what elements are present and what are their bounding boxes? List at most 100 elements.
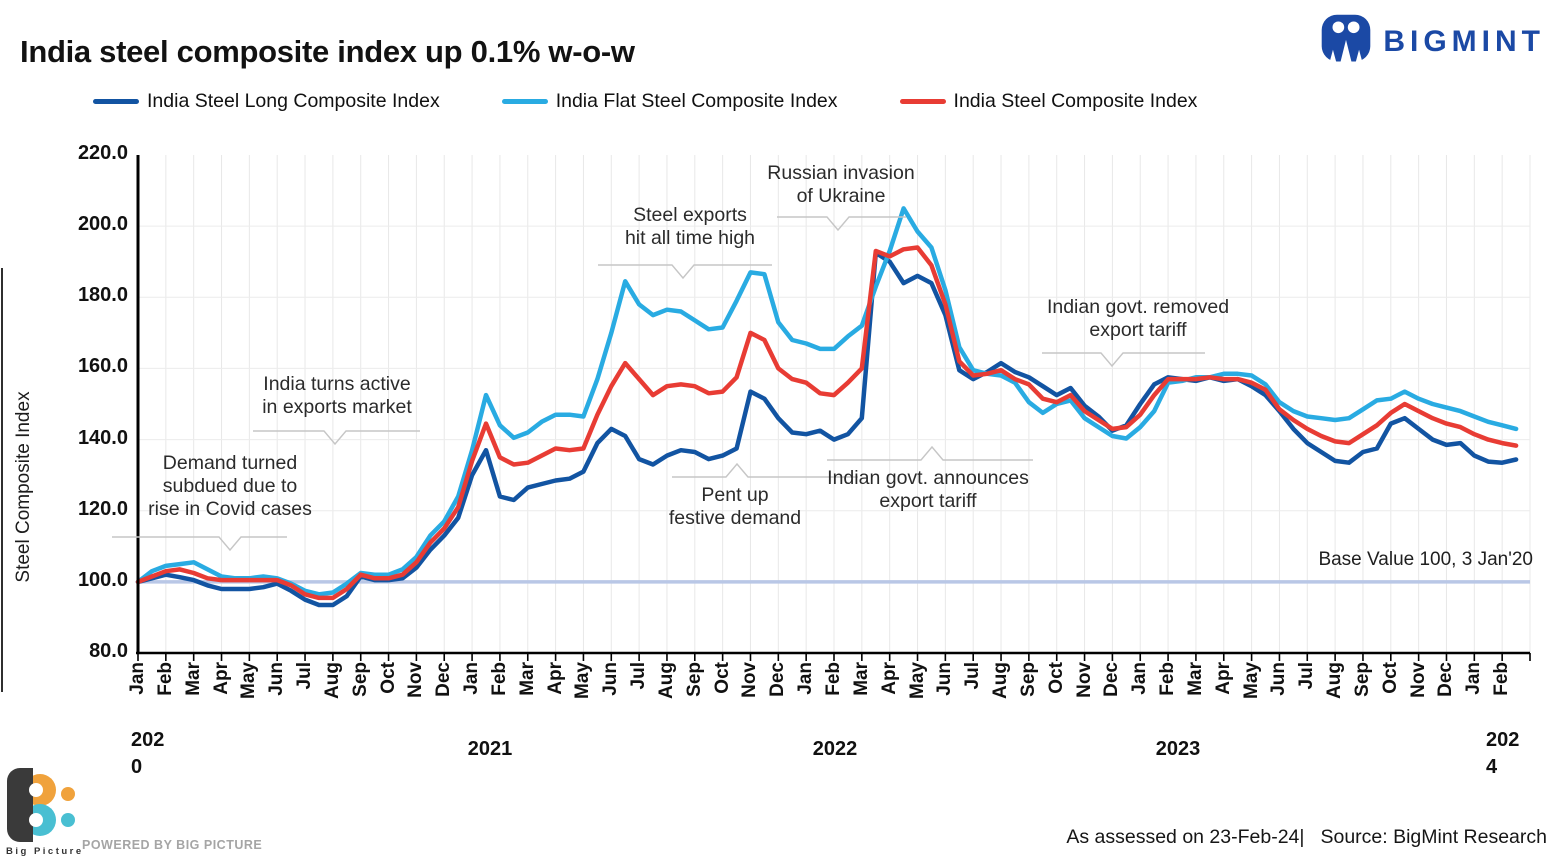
month-label: May xyxy=(1240,662,1262,699)
month-label: Feb xyxy=(154,662,176,696)
annotation-bracket-russia xyxy=(777,216,906,232)
y-tick-label: 120.0 xyxy=(77,497,128,520)
month-label: Jan xyxy=(127,662,148,695)
month-label: Mar xyxy=(1184,662,1206,696)
month-label: Feb xyxy=(823,662,844,696)
legend-item-0: India Steel Long Composite Index xyxy=(93,90,440,113)
month-label: Dec xyxy=(433,662,455,697)
y-tick-label: 100.0 xyxy=(77,568,128,591)
annotation-exports-active: India turns active in exports market xyxy=(262,373,412,418)
month-label: Nov xyxy=(405,662,427,698)
month-label: Aug xyxy=(655,662,677,699)
month-label: Jun xyxy=(600,662,622,696)
series-line-india-flat-steel-composite-index xyxy=(135,206,1519,597)
month-label: Feb xyxy=(1157,662,1179,696)
month-label: Nov xyxy=(1073,662,1095,698)
month-label: Sep xyxy=(1351,662,1373,697)
month-label: Nov xyxy=(1407,662,1429,698)
month-label: Mar xyxy=(516,662,538,696)
annotation-removed-tariff: Indian govt. removed export tariff xyxy=(1046,296,1230,341)
annotation-exports-high: Steel exports hit all time high xyxy=(624,204,756,249)
annotation-festive: Pent up festive demand xyxy=(668,484,802,529)
month-label: Jun xyxy=(1268,662,1290,696)
month-label: Sep xyxy=(683,662,705,697)
brand-name: BIGMINT xyxy=(1383,24,1545,58)
annotation-bracket-announce-tariff xyxy=(827,445,1033,461)
month-label: Jan xyxy=(1129,662,1151,695)
month-label: May xyxy=(238,662,260,699)
legend-label: India Steel Composite Index xyxy=(953,90,1198,112)
month-label: Oct xyxy=(377,662,399,694)
y-tick-label: 160.0 xyxy=(77,355,128,378)
month-label: Sep xyxy=(349,662,371,697)
month-label: Jul xyxy=(1296,662,1318,690)
month-label: Apr xyxy=(878,662,900,695)
annotation-covid: Demand turned subdued due to rise in Covid… xyxy=(148,452,312,520)
month-label: Jan xyxy=(1463,662,1485,695)
month-label: May xyxy=(572,662,594,699)
left-edge-line xyxy=(1,268,3,692)
big-picture-logo: Big Picture xyxy=(6,768,84,857)
month-label: Apr xyxy=(1212,662,1234,695)
month-label: Oct xyxy=(711,662,733,694)
month-label: Oct xyxy=(1045,662,1067,694)
month-label: Oct xyxy=(1379,662,1401,694)
month-label: Apr xyxy=(210,662,232,695)
y-tick-label: 80.0 xyxy=(89,640,128,662)
year-label: 2022 xyxy=(812,738,858,760)
page-title: India steel composite index up 0.1% w-o-… xyxy=(20,34,635,69)
y-tick-label: 220.0 xyxy=(77,142,128,164)
baseline-label: Base Value 100, 3 Jan'20 xyxy=(1318,549,1533,570)
legend-label: India Flat Steel Composite Index xyxy=(555,90,838,112)
annotation-announce-tariff: Indian govt. announces export tariff xyxy=(827,467,1029,512)
month-label: Jul xyxy=(628,662,650,690)
legend-label: India Steel Long Composite Index xyxy=(147,90,440,112)
legend-swatch xyxy=(899,98,946,105)
brand-logo: BIGMINT xyxy=(1319,12,1545,71)
annotation-bracket-festive xyxy=(672,462,858,478)
month-label: Aug xyxy=(990,662,1012,699)
month-label: Jul xyxy=(962,662,984,690)
annotation-bracket-exports-high xyxy=(598,264,772,280)
legend-swatch xyxy=(93,98,139,105)
annotation-bracket-exports-active xyxy=(253,430,420,446)
month-label: Dec xyxy=(767,662,789,697)
assessed-date: As assessed on 23-Feb-24| xyxy=(1066,826,1305,848)
legend-item-1: India Flat Steel Composite Index xyxy=(501,90,838,113)
month-label: Feb xyxy=(488,662,510,696)
year-label: 202 0 xyxy=(131,729,165,778)
month-label: Jun xyxy=(934,662,956,696)
month-label: Jun xyxy=(266,662,288,696)
legend: India Steel Long Composite Index India Fl… xyxy=(93,90,1197,113)
month-label: Feb xyxy=(1491,662,1513,696)
month-label: May xyxy=(906,662,928,699)
year-label: 2023 xyxy=(1155,738,1201,760)
bigmint-icon xyxy=(1319,12,1373,71)
month-label: Sep xyxy=(1017,662,1039,697)
legend-swatch xyxy=(501,98,548,105)
month-label: Mar xyxy=(182,662,204,696)
month-label: Dec xyxy=(1101,662,1123,697)
month-label: Aug xyxy=(1324,662,1346,699)
y-tick-label: 180.0 xyxy=(77,284,128,307)
footer-note: As assessed on 23-Feb-24| Source: BigMin… xyxy=(1066,826,1547,849)
source-credit: Source: BigMint Research xyxy=(1320,826,1547,848)
year-label: 202 4 xyxy=(1486,729,1520,778)
month-label: Aug xyxy=(321,662,343,699)
legend-item-2: India Steel Composite Index xyxy=(899,90,1198,113)
annotation-bracket-removed-tariff xyxy=(1042,352,1205,368)
month-label: Nov xyxy=(739,662,761,698)
month-label: Jan xyxy=(461,662,483,695)
y-tick-label: 140.0 xyxy=(77,426,128,449)
series-line-india-steel-composite-index xyxy=(135,245,1519,601)
month-label: Jan xyxy=(795,662,817,695)
annotation-bracket-covid xyxy=(112,536,287,552)
month-label: Jul xyxy=(294,662,316,690)
year-label: 2021 xyxy=(467,738,513,760)
annotation-russia: Russian invasion of Ukraine xyxy=(767,162,915,207)
month-label: Mar xyxy=(850,662,872,696)
y-tick-label: 200.0 xyxy=(77,213,128,236)
big-picture-text: Big Picture xyxy=(6,846,84,857)
